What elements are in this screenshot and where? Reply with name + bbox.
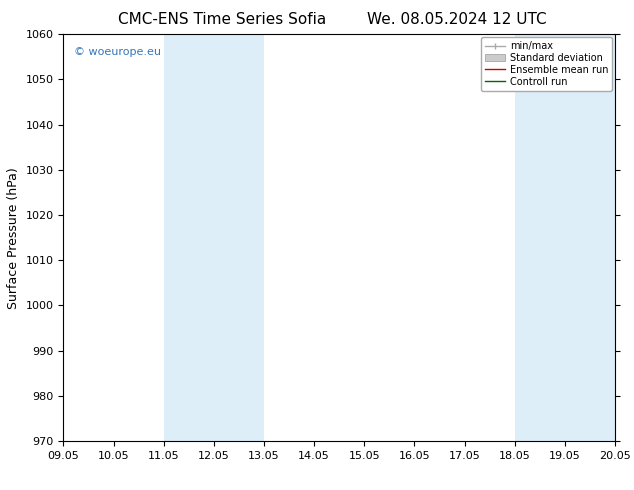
Text: CMC-ENS Time Series Sofia: CMC-ENS Time Series Sofia <box>118 12 326 27</box>
Bar <box>164 34 264 441</box>
Text: We. 08.05.2024 12 UTC: We. 08.05.2024 12 UTC <box>366 12 547 27</box>
Bar <box>515 34 615 441</box>
Legend: min/max, Standard deviation, Ensemble mean run, Controll run: min/max, Standard deviation, Ensemble me… <box>481 37 612 91</box>
Y-axis label: Surface Pressure (hPa): Surface Pressure (hPa) <box>7 167 20 309</box>
Text: © woeurope.eu: © woeurope.eu <box>74 47 162 56</box>
